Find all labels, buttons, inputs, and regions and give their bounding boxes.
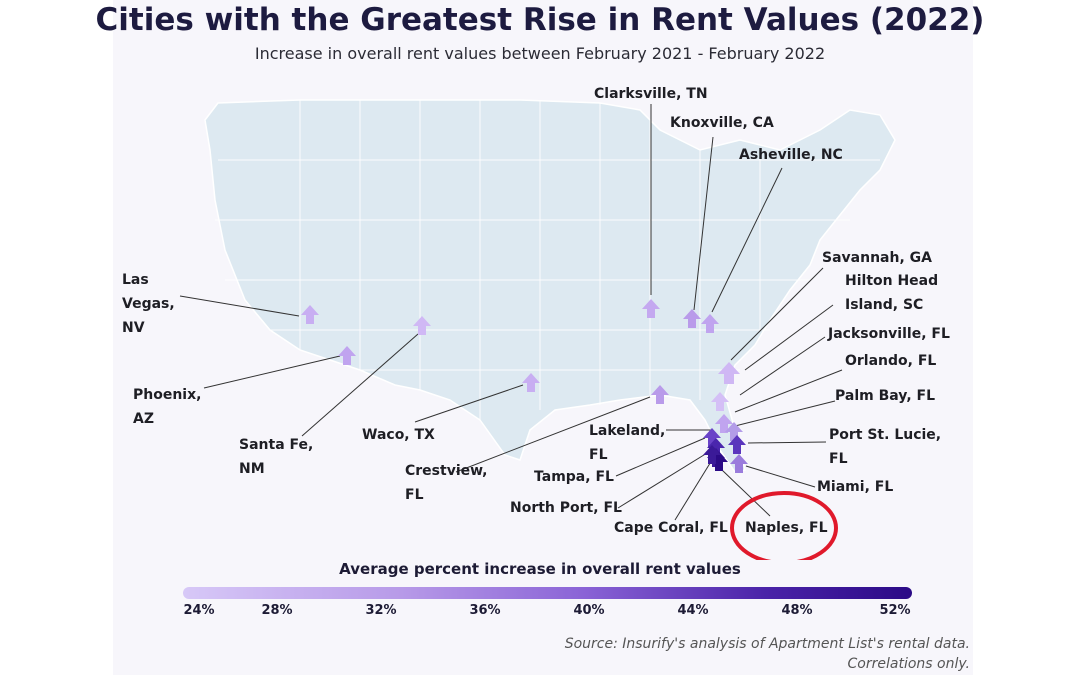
label-las-vegas-line1: Las [122, 272, 149, 288]
arrow-knoxville [683, 309, 701, 328]
source-note: Source: Insurify's analysis of Apartment… [564, 636, 970, 652]
us-landmass [204, 99, 896, 473]
correlation-note: Correlations only. [847, 656, 970, 672]
arrow-port-st-lucie [728, 435, 746, 454]
arrow-las-vegas [301, 305, 319, 324]
legend-gradient-bar [183, 587, 912, 599]
label-hilton-head-line1: Hilton Head [845, 273, 939, 289]
label-cape-coral: Cape Coral, FL [614, 520, 728, 536]
arrow-santa-fe [413, 316, 431, 335]
label-phoenix-line1: Phoenix, [133, 387, 202, 403]
label-phoenix: Phoenix, AZ [133, 383, 201, 431]
label-north-port: North Port, FL [510, 500, 622, 516]
label-jacksonville: Jacksonville, FL [828, 326, 950, 342]
label-hilton-head-line2: Island, SC [845, 297, 924, 313]
arrow-tampa [707, 438, 725, 457]
arrow-asheville [701, 314, 719, 333]
arrow-crestview [651, 385, 669, 404]
legend-tick: 24% [183, 603, 215, 618]
naples-highlight-circle [730, 491, 838, 560]
label-santa-fe: Santa Fe, NM [239, 433, 313, 481]
label-lakeland-line1: Lakeland, [589, 423, 666, 439]
label-lakeland: Lakeland, FL [589, 419, 665, 467]
arrow-lakeland [703, 428, 721, 447]
label-santa-fe-line1: Santa Fe, [239, 437, 314, 453]
label-clarksville: Clarksville, TN [594, 86, 708, 102]
rent-arrows [301, 299, 748, 473]
legend-tick: 32% [365, 603, 397, 618]
arrow-miami [730, 454, 748, 473]
us-map [179, 99, 896, 560]
arrow-naples [710, 452, 728, 471]
label-phoenix-line2: AZ [133, 411, 154, 427]
label-waco: Waco, TX [362, 427, 435, 443]
legend-tick: 36% [469, 603, 501, 618]
arrow-jacksonville [711, 392, 729, 411]
arrow-orlando [715, 414, 733, 433]
label-crestview-line1: Crestview, [405, 463, 488, 479]
state-borders [215, 100, 880, 420]
label-naples: Naples, FL [745, 520, 828, 536]
label-port-st-lucie-line1: Port St. Lucie, [829, 427, 942, 443]
arrow-cape-coral [703, 445, 721, 464]
arrow-phoenix [338, 346, 356, 365]
page-title: Cities with the Greatest Rise in Rent Va… [95, 2, 985, 38]
label-palm-bay: Palm Bay, FL [835, 388, 935, 404]
label-las-vegas-line3: NV [122, 320, 145, 336]
label-las-vegas-line2: Vegas, [122, 296, 175, 312]
label-knoxville: Knoxville, CA [670, 115, 774, 131]
label-savannah: Savannah, GA [822, 250, 932, 266]
legend-tick: 40% [573, 603, 605, 618]
label-las-vegas: Las Vegas, NV [122, 268, 175, 340]
page-subtitle: Increase in overall rent values between … [254, 44, 826, 63]
legend-tick: 44% [677, 603, 709, 618]
label-port-st-lucie: Port St. Lucie, FL [829, 423, 941, 471]
leader-lines [179, 104, 843, 521]
legend-tick: 48% [781, 603, 813, 618]
arrow-savannah [718, 362, 740, 384]
label-lakeland-line2: FL [589, 447, 608, 463]
arrow-waco [522, 373, 540, 392]
label-orlando: Orlando, FL [845, 353, 937, 369]
label-tampa: Tampa, FL [534, 469, 614, 485]
label-crestview: Crestview, FL [405, 459, 487, 507]
label-asheville: Asheville, NC [739, 147, 843, 163]
label-crestview-line2: FL [405, 487, 424, 503]
label-port-st-lucie-line2: FL [829, 451, 848, 467]
arrow-clarksville [642, 299, 660, 318]
legend-tick: 52% [879, 603, 911, 618]
arrow-palm-bay [725, 422, 743, 441]
label-santa-fe-line2: NM [239, 461, 265, 477]
label-miami: Miami, FL [817, 479, 894, 495]
label-hilton-head: Hilton Head Island, SC [845, 269, 938, 317]
legend-tick: 28% [261, 603, 293, 618]
legend-title: Average percent increase in overall rent… [339, 560, 741, 578]
